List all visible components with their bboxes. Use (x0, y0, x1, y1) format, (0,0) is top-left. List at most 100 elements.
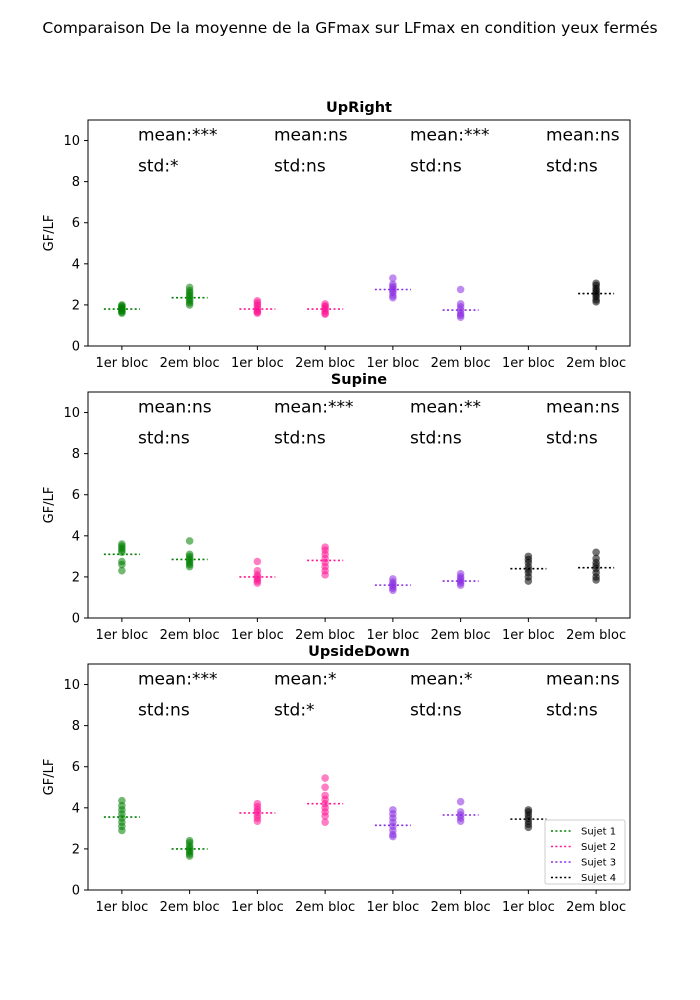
data-point (321, 818, 329, 826)
std-annotation: std:ns (546, 156, 598, 176)
data-point (185, 283, 194, 292)
x-tick-label: 1er bloc (367, 628, 420, 643)
x-tick-label: 1er bloc (96, 628, 149, 643)
data-point (253, 557, 262, 566)
mean-annotation: mean:ns (546, 670, 620, 690)
data-point (118, 566, 126, 575)
x-tick-label: 1er bloc (502, 356, 555, 371)
x-tick-label: 2em bloc (431, 900, 491, 915)
mean-annotation: mean:*** (410, 126, 489, 146)
data-point (456, 285, 465, 294)
y-tick-label: 6 (72, 216, 80, 231)
axes-frame (87, 119, 631, 347)
std-annotation: std:ns (138, 700, 190, 720)
y-tick-label: 0 (72, 612, 80, 627)
data-point (524, 552, 533, 561)
data-point (321, 774, 329, 782)
y-tick-label: 4 (72, 529, 80, 544)
x-tick-label: 2em bloc (295, 628, 355, 643)
x-tick-label: 1er bloc (367, 900, 420, 915)
data-point (185, 550, 194, 559)
data-point (185, 537, 194, 545)
data-point (253, 297, 262, 305)
x-tick-label: 2em bloc (566, 628, 626, 643)
y-tick-label: 6 (72, 488, 80, 503)
std-annotation: std:ns (410, 156, 462, 176)
y-tick-label: 10 (63, 134, 80, 149)
mean-annotation: mean:ns (546, 398, 620, 418)
panel-title: Supine (331, 372, 387, 388)
data-point (185, 836, 194, 845)
x-tick-label: 1er bloc (231, 356, 284, 371)
mean-annotation: mean:* (274, 670, 336, 690)
axes-frame (87, 391, 631, 619)
data-point (524, 806, 533, 814)
panel-upsidedown: UpsideDown 0 2 4 6 8 10 GF/LF 1er bloc 2em bloc 1e… (42, 644, 631, 915)
y-tick-label: 2 (72, 570, 80, 585)
data-point (389, 280, 397, 289)
data-point (118, 301, 126, 309)
y-tick-label: 6 (72, 760, 80, 775)
panels: UpRight 0 2 4 6 8 10 GF/LF 1er bloc 2em bloc 1er b… (42, 100, 631, 915)
data-point (253, 566, 262, 575)
y-tick-label: 8 (72, 719, 80, 734)
x-tick-label: 2em bloc (295, 900, 355, 915)
data-point (118, 557, 126, 566)
std-annotation: std:* (274, 700, 315, 720)
data-point (321, 783, 329, 792)
x-tick-label: 1er bloc (502, 900, 555, 915)
x-tick-label: 2em bloc (160, 356, 220, 371)
data-point (592, 548, 600, 557)
data-point (321, 543, 329, 551)
x-tick-label: 1er bloc (96, 900, 149, 915)
data-point (118, 540, 126, 548)
std-annotation: std:ns (546, 700, 598, 720)
y-tick-label: 0 (72, 884, 80, 899)
y-tick-label: 10 (63, 406, 80, 421)
mean-annotation: mean:ns (546, 126, 620, 146)
y-tick-label: 8 (72, 447, 80, 462)
data-point (253, 799, 262, 808)
data-point (389, 806, 397, 814)
y-tick-label: 10 (63, 678, 80, 693)
data-point (118, 796, 126, 805)
legend-label: Sujet 3 (581, 858, 616, 869)
x-tick-label: 2em bloc (431, 356, 491, 371)
data-point (389, 575, 397, 583)
y-axis-label: GF/LF (42, 487, 57, 524)
legend-box (544, 819, 626, 885)
mean-annotation: mean:*** (274, 398, 353, 418)
data-point (456, 808, 465, 816)
x-tick-label: 2em bloc (160, 900, 220, 915)
panel-upright: UpRight 0 2 4 6 8 10 GF/LF 1er bloc 2em bloc 1er b… (42, 100, 631, 371)
y-axis-label: GF/LF (42, 215, 57, 252)
data-point (389, 274, 397, 283)
data-point (321, 791, 329, 800)
panel-title: UpsideDown (308, 644, 410, 660)
data-point (456, 570, 465, 578)
std-annotation: std:ns (138, 428, 190, 448)
x-tick-label: 1er bloc (231, 900, 284, 915)
data-point (592, 554, 600, 563)
std-annotation: std:ns (274, 156, 326, 176)
x-tick-label: 2em bloc (566, 900, 626, 915)
y-tick-label: 4 (72, 801, 80, 816)
std-annotation: std:* (138, 156, 179, 176)
x-tick-label: 1er bloc (231, 628, 284, 643)
mean-annotation: mean:* (410, 670, 472, 690)
x-tick-label: 2em bloc (431, 628, 491, 643)
y-tick-label: 8 (72, 175, 80, 190)
data-point (456, 797, 465, 806)
legend-label: Sujet 1 (581, 827, 616, 838)
std-annotation: std:ns (274, 428, 326, 448)
mean-annotation: mean:** (410, 398, 481, 418)
x-tick-label: 2em bloc (160, 628, 220, 643)
panel-supine: Supine 0 2 4 6 8 10 GF/LF 1er bloc 2em bloc 1er bl… (42, 372, 631, 643)
mean-annotation: mean:*** (138, 670, 217, 690)
y-tick-label: 2 (72, 298, 80, 313)
std-annotation: std:ns (410, 428, 462, 448)
std-annotation: std:ns (546, 428, 598, 448)
axes-frame (87, 663, 631, 891)
mean-annotation: mean:ns (138, 398, 212, 418)
